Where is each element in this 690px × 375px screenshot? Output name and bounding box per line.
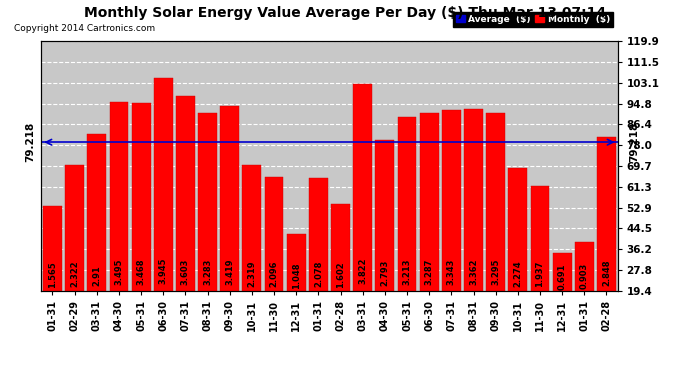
Bar <box>110 102 128 291</box>
Text: 79.218: 79.218 <box>629 122 639 162</box>
Bar <box>597 137 616 291</box>
Bar <box>509 168 527 291</box>
Bar <box>442 110 461 291</box>
Bar <box>575 242 593 291</box>
Bar <box>88 134 106 291</box>
Bar <box>553 254 571 291</box>
Text: 2.793: 2.793 <box>380 260 389 286</box>
Text: 3.495: 3.495 <box>115 258 124 285</box>
Text: 3.603: 3.603 <box>181 258 190 285</box>
Bar <box>43 206 62 291</box>
Bar <box>198 113 217 291</box>
Text: 0.691: 0.691 <box>558 263 566 290</box>
Text: 2.319: 2.319 <box>248 260 257 287</box>
Bar <box>309 178 328 291</box>
Text: 1.565: 1.565 <box>48 261 57 288</box>
Text: 3.822: 3.822 <box>358 258 367 284</box>
Bar <box>397 117 417 291</box>
Text: 3.362: 3.362 <box>469 259 478 285</box>
Text: 3.945: 3.945 <box>159 258 168 284</box>
Text: Monthly Solar Energy Value Average Per Day ($) Thu Mar 13 07:14: Monthly Solar Energy Value Average Per D… <box>84 6 606 20</box>
Text: 1.602: 1.602 <box>336 261 345 288</box>
Text: 3.419: 3.419 <box>225 259 235 285</box>
Text: 0.903: 0.903 <box>580 263 589 289</box>
Text: 2.078: 2.078 <box>314 261 323 287</box>
Bar <box>420 113 439 291</box>
Bar <box>66 165 84 291</box>
Bar <box>132 104 150 291</box>
Bar <box>486 113 505 291</box>
Text: 2.91: 2.91 <box>92 265 101 286</box>
Text: 3.213: 3.213 <box>402 259 411 285</box>
Text: 2.322: 2.322 <box>70 260 79 287</box>
Bar <box>176 96 195 291</box>
Text: 3.287: 3.287 <box>424 259 434 285</box>
Text: 79.218: 79.218 <box>25 122 34 162</box>
Bar <box>265 177 284 291</box>
Bar <box>353 84 372 291</box>
Text: 2.274: 2.274 <box>513 260 522 287</box>
Bar <box>154 78 172 291</box>
Text: 3.468: 3.468 <box>137 258 146 285</box>
Text: 3.283: 3.283 <box>203 259 212 285</box>
Text: 3.295: 3.295 <box>491 259 500 285</box>
Text: Copyright 2014 Cartronics.com: Copyright 2014 Cartronics.com <box>14 24 155 33</box>
Bar <box>331 204 350 291</box>
Bar <box>375 140 394 291</box>
Text: 2.848: 2.848 <box>602 260 611 286</box>
Text: 1.048: 1.048 <box>292 262 301 289</box>
Bar <box>464 109 483 291</box>
Bar <box>220 106 239 291</box>
Text: 3.343: 3.343 <box>447 259 456 285</box>
Bar <box>531 186 549 291</box>
Text: 2.096: 2.096 <box>270 261 279 287</box>
Text: 1.937: 1.937 <box>535 261 544 288</box>
Bar <box>242 165 262 291</box>
Legend: Average  ($), Monthly  ($): Average ($), Monthly ($) <box>453 12 613 27</box>
Bar <box>287 234 306 291</box>
